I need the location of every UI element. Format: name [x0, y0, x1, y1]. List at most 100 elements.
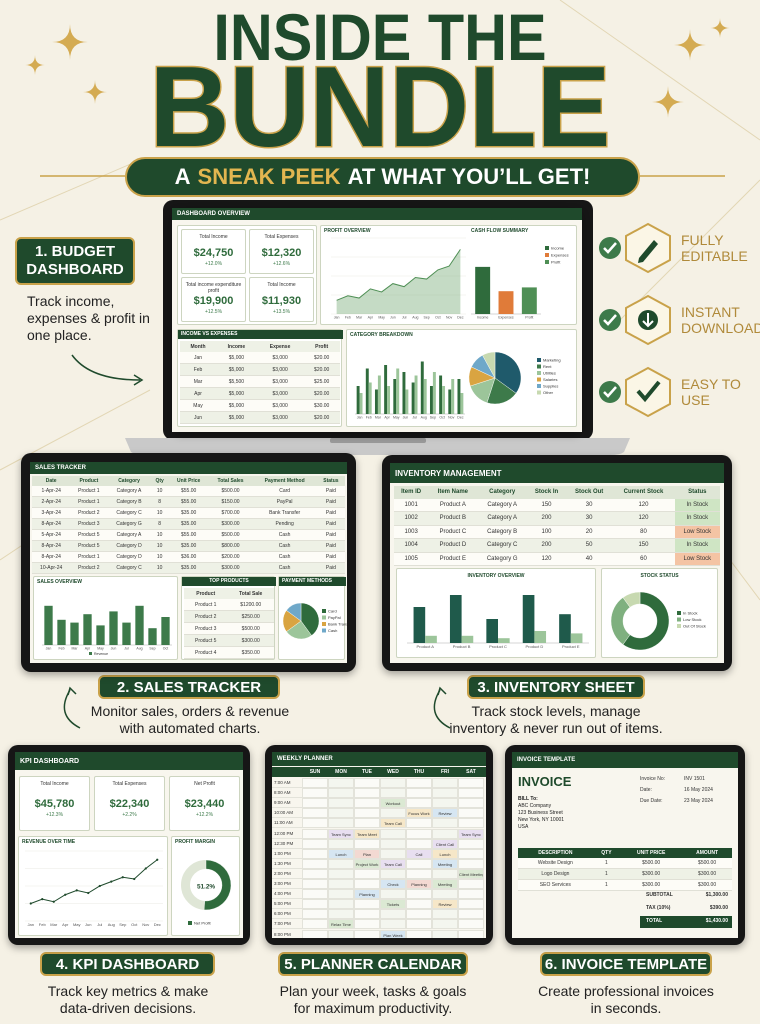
area [336, 249, 461, 314]
table-cell: 30 [566, 498, 613, 512]
table-cell: 1003 [394, 525, 429, 539]
calendar-cell [354, 788, 380, 799]
legend-label: Revenue [94, 652, 108, 656]
badge-text: INSTANT DOWNLOAD [681, 304, 760, 336]
calendar-cell [458, 818, 484, 829]
calendar-cell [380, 868, 406, 879]
calendar-cell: Check [380, 879, 406, 890]
meta-value: INV 1501 [684, 776, 705, 782]
calendar-cell [354, 818, 380, 829]
x-tick-label: Jun [111, 647, 117, 651]
table-cell: 8 [150, 496, 169, 508]
calendar-cell: Focus Work [406, 808, 432, 819]
calendar-cell: Team Call [380, 858, 406, 869]
table-row: Logo Design 1 $300.00 $300.00 [518, 868, 732, 880]
table-row: 1001 Product A Category A 150 30 120 In Stock [394, 498, 720, 512]
column-header: Profit [303, 341, 340, 352]
table-cell: $20.00 [303, 363, 340, 376]
table-cell: $20.00 [303, 387, 340, 400]
table-cell: Cash [252, 529, 317, 541]
table-cell: 5-Apr-24 [32, 529, 71, 541]
invoice-heading: INVOICE [518, 774, 572, 789]
table-row: 1003 Product C Category B 100 20 80 Low Stock [394, 525, 720, 539]
subtitle-highlight: SNEAK PEEK [197, 164, 341, 189]
bar [356, 386, 360, 414]
table-row: May $5,000 $3,000 $30.00 [180, 399, 340, 412]
table-cell: $500.00 [208, 486, 253, 497]
table-row: 1002 Product B Category A 200 30 120 In Stock [394, 511, 720, 526]
card-value: $12,320 [261, 247, 302, 260]
calendar-cell [406, 929, 432, 938]
x-tick-label: Expenses [498, 316, 514, 320]
table: DESCRIPTION QTY UNIT PRICE AMOUNT Website De… [518, 848, 732, 891]
table-cell: Category A [107, 486, 151, 497]
screen-title: INVENTORY MANAGEMENT [390, 463, 724, 483]
card-label: Total Income [267, 282, 296, 288]
total-label: TAX (10%) [646, 905, 671, 911]
calendar-cell [328, 818, 354, 829]
table-cell: Product 2 [70, 507, 108, 519]
calendar-cell [354, 879, 380, 890]
legend-label: Net Profit [194, 920, 212, 925]
card-value: $22,340 [109, 797, 150, 810]
bar [475, 266, 491, 314]
calendar-cell [432, 929, 458, 938]
bar [413, 607, 426, 643]
table-row: 2-Apr-24 Product 1 Category B 8 $55.00 $150.0… [32, 496, 345, 508]
calendar-cell [406, 909, 432, 920]
meta-label: Invoice No: [640, 776, 666, 782]
bar [423, 379, 427, 414]
card-value: $11,930 [261, 295, 302, 308]
legend-swatch [322, 622, 326, 626]
table-cell: $300.00 [682, 868, 732, 880]
bar [451, 379, 455, 414]
table-cell: $500.00 [620, 858, 683, 869]
table-cell: 8 [150, 518, 169, 530]
screen: INVENTORY MANAGEMENT Item ID Item Name Cate… [390, 463, 724, 663]
column-header: Status [674, 486, 720, 499]
time-cell: 8:00 PM [272, 930, 302, 939]
table-cell: 150 [526, 498, 567, 512]
bar [460, 393, 464, 414]
table-cell: 100 [526, 525, 567, 539]
bar [559, 614, 571, 643]
table-cell: $500.00 [682, 858, 732, 869]
calendar-cell [302, 818, 328, 829]
day-header: SAT [466, 769, 476, 775]
column-header: Qty [150, 476, 169, 486]
table-cell: $55.00 [168, 486, 209, 497]
column-header: AMOUNT [682, 848, 732, 858]
legend-label: Cash [328, 628, 337, 633]
time-cell: 7:00 PM [272, 919, 302, 930]
point [110, 880, 113, 883]
x-tick-label: Jul [412, 416, 417, 420]
table-cell: 200 [526, 511, 567, 526]
legend-swatch [677, 624, 681, 628]
x-tick-label: Dec [457, 316, 463, 320]
table-cell: Website Design [518, 858, 593, 869]
table-cell: Category A [107, 529, 151, 541]
calendar-cell [380, 808, 406, 819]
column-header: Stock Out [566, 486, 613, 499]
card-label: Total Income [40, 781, 69, 787]
table-cell: Cash [252, 540, 317, 552]
table-cell: $5,000 [216, 411, 257, 424]
slice [494, 351, 522, 394]
bar [486, 619, 498, 643]
calendar-cell [432, 889, 458, 900]
bar [498, 638, 510, 643]
x-tick-label: Profit [525, 316, 533, 320]
table-cell: Product 3 [70, 518, 108, 530]
calendar-cell [328, 868, 354, 879]
calendar-cell [406, 889, 432, 900]
legend-label: Bank Transfer [328, 621, 347, 626]
column-header: DESCRIPTION [518, 848, 593, 858]
x-tick-label: Apr [62, 922, 69, 927]
table-cell: $36.00 [168, 551, 209, 563]
card-label: Total Expenses [112, 781, 147, 787]
table-cell: $5,000 [216, 352, 257, 364]
calendar-cell: Lunch [328, 848, 354, 859]
table-cell: $500.00 [227, 622, 274, 635]
x-tick-label: Aug [412, 316, 418, 320]
calendar-cell: Client Call [432, 838, 458, 849]
